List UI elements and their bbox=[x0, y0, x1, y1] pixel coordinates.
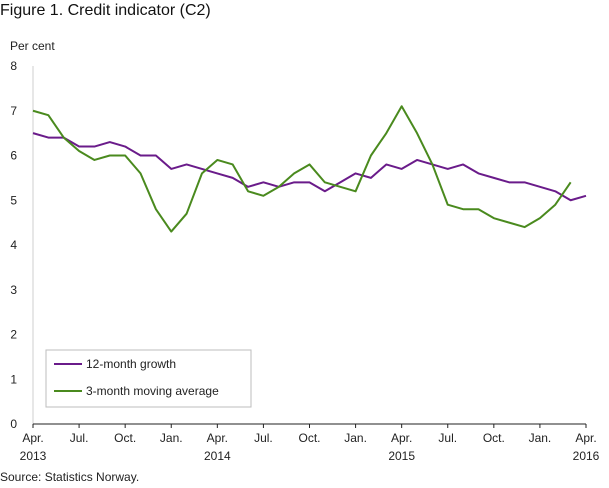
x-tick-year: 2014 bbox=[204, 449, 231, 463]
x-tick-label: Oct. bbox=[483, 431, 505, 445]
y-tick-label: 4 bbox=[10, 238, 17, 252]
x-tick-label: Jul. bbox=[254, 431, 273, 445]
y-axis-title: Per cent bbox=[10, 39, 55, 53]
y-tick-label: 8 bbox=[10, 59, 17, 73]
x-tick-label: Oct. bbox=[298, 431, 320, 445]
series-line-1 bbox=[32, 105, 572, 233]
x-tick-label: Apr. bbox=[575, 431, 596, 445]
y-tick-label: 3 bbox=[10, 283, 17, 297]
y-tick-label: 5 bbox=[10, 193, 17, 207]
x-tick-year: 2013 bbox=[20, 449, 47, 463]
x-tick-label: Jul. bbox=[438, 431, 457, 445]
x-tick-label: Jan. bbox=[160, 431, 183, 445]
y-tick-label: 6 bbox=[10, 149, 17, 163]
y-tick-label: 0 bbox=[10, 417, 17, 431]
y-tick-label: 7 bbox=[10, 104, 17, 118]
series-line-0 bbox=[32, 132, 587, 202]
y-tick-label: 2 bbox=[10, 328, 17, 342]
x-axis-ticks: Apr. 2013 Jul. Oct. Jan. Apr. 2014 Jul. Oct. Jan.… bbox=[20, 424, 600, 463]
x-tick-label: Jan. bbox=[344, 431, 367, 445]
x-tick-label: Jul. bbox=[70, 431, 89, 445]
x-tick-year: 2015 bbox=[388, 449, 415, 463]
y-tick-label: 1 bbox=[10, 372, 17, 386]
x-tick-label: Apr. bbox=[22, 431, 43, 445]
y-axis-ticks: 0 1 2 3 4 5 6 7 8 bbox=[10, 59, 17, 431]
legend-label-12-month-growth: 12-month growth bbox=[86, 357, 176, 371]
source-note: Source: Statistics Norway. bbox=[0, 470, 140, 484]
x-tick-label: Apr. bbox=[391, 431, 412, 445]
chart-title: Figure 1. Credit indicator (C2) bbox=[0, 2, 211, 19]
x-tick-label: Apr. bbox=[207, 431, 228, 445]
x-tick-label: Oct. bbox=[114, 431, 136, 445]
legend: 12-month growth 3-month moving average bbox=[45, 349, 252, 408]
series-lines bbox=[32, 105, 587, 233]
legend-box bbox=[45, 349, 252, 408]
x-tick-label: Jan. bbox=[529, 431, 552, 445]
legend-label-3-month-moving-average: 3-month moving average bbox=[86, 384, 219, 398]
x-tick-year: 2016 bbox=[573, 449, 600, 463]
